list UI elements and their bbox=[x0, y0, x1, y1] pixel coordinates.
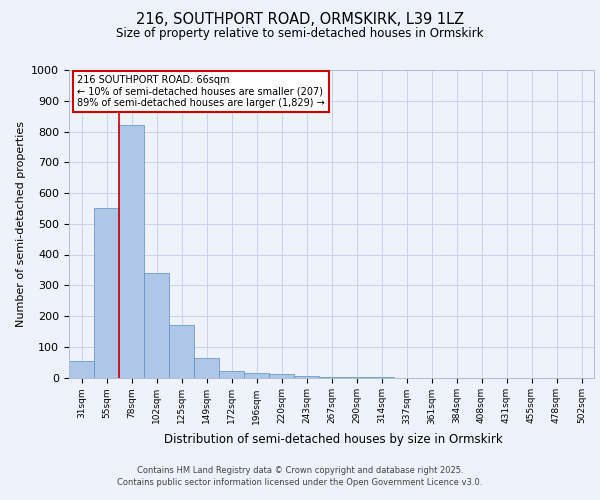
Bar bbox=[219, 372, 244, 378]
Text: Contains public sector information licensed under the Open Government Licence v3: Contains public sector information licen… bbox=[118, 478, 482, 487]
Bar bbox=[344, 377, 369, 378]
Bar bbox=[319, 376, 344, 378]
Text: 216 SOUTHPORT ROAD: 66sqm
← 10% of semi-detached houses are smaller (207)
89% of: 216 SOUTHPORT ROAD: 66sqm ← 10% of semi-… bbox=[77, 74, 325, 108]
Bar bbox=[144, 273, 169, 378]
Bar bbox=[244, 373, 269, 378]
Text: 216, SOUTHPORT ROAD, ORMSKIRK, L39 1LZ: 216, SOUTHPORT ROAD, ORMSKIRK, L39 1LZ bbox=[136, 12, 464, 28]
Bar bbox=[294, 376, 319, 378]
Bar bbox=[94, 208, 119, 378]
Bar bbox=[69, 360, 94, 378]
Text: Distribution of semi-detached houses by size in Ormskirk: Distribution of semi-detached houses by … bbox=[164, 432, 502, 446]
Bar bbox=[194, 358, 219, 378]
Bar bbox=[269, 374, 294, 378]
Bar bbox=[119, 126, 144, 378]
Bar bbox=[169, 325, 194, 378]
Text: Size of property relative to semi-detached houses in Ormskirk: Size of property relative to semi-detach… bbox=[116, 28, 484, 40]
Text: Contains HM Land Registry data © Crown copyright and database right 2025.: Contains HM Land Registry data © Crown c… bbox=[137, 466, 463, 475]
Y-axis label: Number of semi-detached properties: Number of semi-detached properties bbox=[16, 120, 26, 327]
